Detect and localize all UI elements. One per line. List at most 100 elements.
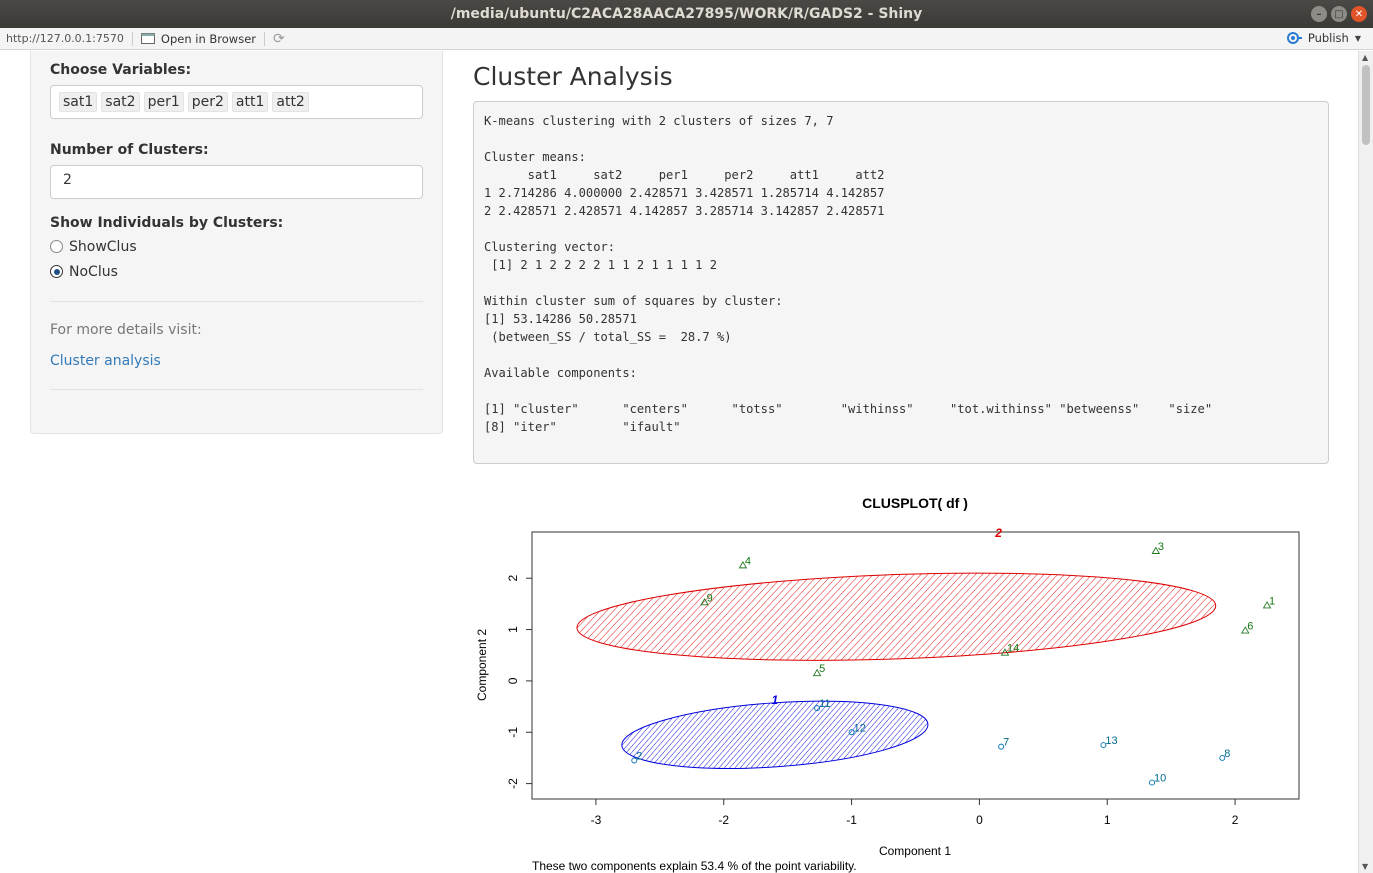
url-text: http://127.0.0.1:7570 bbox=[6, 32, 124, 45]
point-label: 3 bbox=[1158, 541, 1164, 553]
point-label: 9 bbox=[707, 592, 713, 604]
scrollbar-thumb[interactable] bbox=[1362, 65, 1370, 145]
close-icon[interactable]: ✕ bbox=[1351, 6, 1367, 22]
point-marker-triangle bbox=[1241, 626, 1250, 634]
point-marker-circle bbox=[848, 729, 855, 736]
data-point: 13 bbox=[1100, 735, 1118, 749]
toolbar-divider bbox=[264, 31, 266, 46]
cluster-analysis-link[interactable]: Cluster analysis bbox=[50, 353, 161, 369]
variable-tag[interactable]: sat2 bbox=[101, 92, 140, 112]
radio-button-icon[interactable] bbox=[50, 265, 63, 278]
point-marker-triangle bbox=[812, 668, 822, 677]
point-label: 14 bbox=[1007, 643, 1019, 655]
variable-tag[interactable]: sat1 bbox=[59, 92, 98, 112]
refresh-icon[interactable]: ⟳ bbox=[273, 30, 285, 47]
cluster-ellipse-2 bbox=[576, 572, 1217, 661]
browser-window-icon bbox=[140, 33, 155, 44]
cluster-ellipse-1 bbox=[621, 700, 929, 769]
publish-label: Publish bbox=[1307, 31, 1349, 45]
x-axis-label: Component 1 bbox=[879, 844, 951, 858]
show-individuals-radio-group: ShowClus NoClus bbox=[50, 237, 423, 281]
divider bbox=[50, 301, 423, 302]
point-label: 5 bbox=[819, 663, 825, 675]
data-point: 10 bbox=[1149, 773, 1166, 786]
variables-select[interactable]: sat1 sat2 per1 per2 att1 att2 bbox=[50, 85, 423, 119]
x-tick-label: -1 bbox=[846, 813, 857, 827]
page-title: Cluster Analysis bbox=[473, 62, 673, 91]
details-text: For more details visit: bbox=[50, 322, 202, 338]
point-marker-circle bbox=[1100, 742, 1107, 749]
scroll-down-icon[interactable]: ▼ bbox=[1362, 862, 1369, 871]
data-point: 2 bbox=[631, 750, 642, 764]
point-label: 2 bbox=[636, 750, 642, 762]
point-marker-circle bbox=[631, 757, 638, 764]
point-marker-triangle bbox=[1262, 601, 1272, 609]
radio-button-icon[interactable] bbox=[50, 240, 63, 253]
point-marker-circle bbox=[1219, 754, 1226, 761]
data-point: 3 bbox=[1151, 541, 1164, 554]
variable-tag[interactable]: att1 bbox=[231, 92, 269, 112]
variable-tag[interactable]: per1 bbox=[143, 92, 184, 112]
y-tick-label: -2 bbox=[506, 778, 520, 789]
minimize-icon[interactable]: – bbox=[1311, 6, 1327, 22]
x-tick-label: 2 bbox=[1232, 813, 1239, 827]
publish-button[interactable]: Publish ▼ bbox=[1286, 31, 1361, 45]
cluster-label: 1 bbox=[772, 693, 779, 707]
x-tick-label: -2 bbox=[718, 813, 729, 827]
y-axis-label: Component 2 bbox=[475, 629, 489, 701]
point-label: 11 bbox=[819, 698, 830, 710]
point-label: 1 bbox=[1269, 595, 1275, 607]
y-tick-label: -1 bbox=[506, 727, 520, 738]
clusters-input[interactable]: 2 bbox=[50, 165, 423, 199]
x-tick-label: 1 bbox=[1104, 813, 1111, 827]
data-point: 4 bbox=[738, 555, 751, 569]
cluster-label: 2 bbox=[994, 526, 1002, 540]
toolbar-divider bbox=[131, 31, 133, 46]
data-point: 8 bbox=[1219, 748, 1230, 761]
chart-subtitle: These two components explain 53.4 % of t… bbox=[532, 859, 857, 873]
data-point: 5 bbox=[812, 663, 825, 677]
data-point: 6 bbox=[1241, 621, 1253, 634]
radio-noclus[interactable]: NoClus bbox=[50, 262, 423, 281]
point-marker-circle bbox=[814, 705, 821, 712]
data-point: 1 bbox=[1262, 595, 1275, 609]
vertical-scrollbar[interactable]: ▲ ▼ bbox=[1358, 51, 1373, 873]
divider bbox=[50, 389, 423, 390]
sidebar-panel: Choose Variables: sat1 sat2 per1 per2 att1 at… bbox=[30, 51, 443, 434]
point-marker-circle bbox=[1149, 779, 1155, 786]
point-marker-triangle bbox=[1151, 546, 1161, 554]
y-tick-label: 2 bbox=[506, 575, 520, 582]
variable-tag[interactable]: att2 bbox=[272, 92, 309, 112]
plot-frame bbox=[531, 531, 1300, 800]
y-tick-label: 0 bbox=[506, 677, 520, 684]
radio-label: NoClus bbox=[69, 263, 118, 280]
y-tick-label: 1 bbox=[506, 626, 520, 633]
open-in-browser-button[interactable]: Open in Browser bbox=[140, 31, 257, 46]
point-marker-circle bbox=[998, 743, 1005, 750]
clusters-label: Number of Clusters: bbox=[50, 142, 209, 158]
show-individuals-label: Show Individuals by Clusters: bbox=[50, 215, 284, 231]
window-titlebar: /media/ubuntu/C2ACA28AACA27895/WORK/R/GA… bbox=[0, 0, 1373, 28]
scroll-up-icon[interactable]: ▲ bbox=[1362, 53, 1369, 62]
point-label: 10 bbox=[1154, 773, 1166, 785]
point-marker-triangle bbox=[738, 560, 748, 569]
data-point: 12 bbox=[848, 722, 866, 736]
point-label: 8 bbox=[1224, 748, 1230, 760]
data-point: 11 bbox=[814, 698, 830, 712]
publish-icon bbox=[1286, 32, 1302, 44]
variables-label: Choose Variables: bbox=[50, 62, 192, 78]
point-label: 7 bbox=[1003, 737, 1009, 749]
main-panel: Cluster Analysis K-means clustering with… bbox=[473, 51, 1329, 464]
data-point: 14 bbox=[1000, 643, 1019, 656]
chart-title: CLUSPLOT( df ) bbox=[862, 495, 968, 511]
radio-showclus[interactable]: ShowClus bbox=[50, 237, 423, 256]
point-label: 13 bbox=[1105, 735, 1117, 747]
app-content: Choose Variables: sat1 sat2 per1 per2 att1 at… bbox=[0, 51, 1358, 873]
radio-label: ShowClus bbox=[69, 238, 137, 255]
variable-tag[interactable]: per2 bbox=[187, 92, 228, 112]
open-in-browser-label: Open in Browser bbox=[160, 31, 257, 46]
maximize-icon[interactable]: □ bbox=[1331, 6, 1347, 22]
point-marker-triangle bbox=[700, 597, 709, 606]
x-tick-label: 0 bbox=[976, 813, 983, 827]
